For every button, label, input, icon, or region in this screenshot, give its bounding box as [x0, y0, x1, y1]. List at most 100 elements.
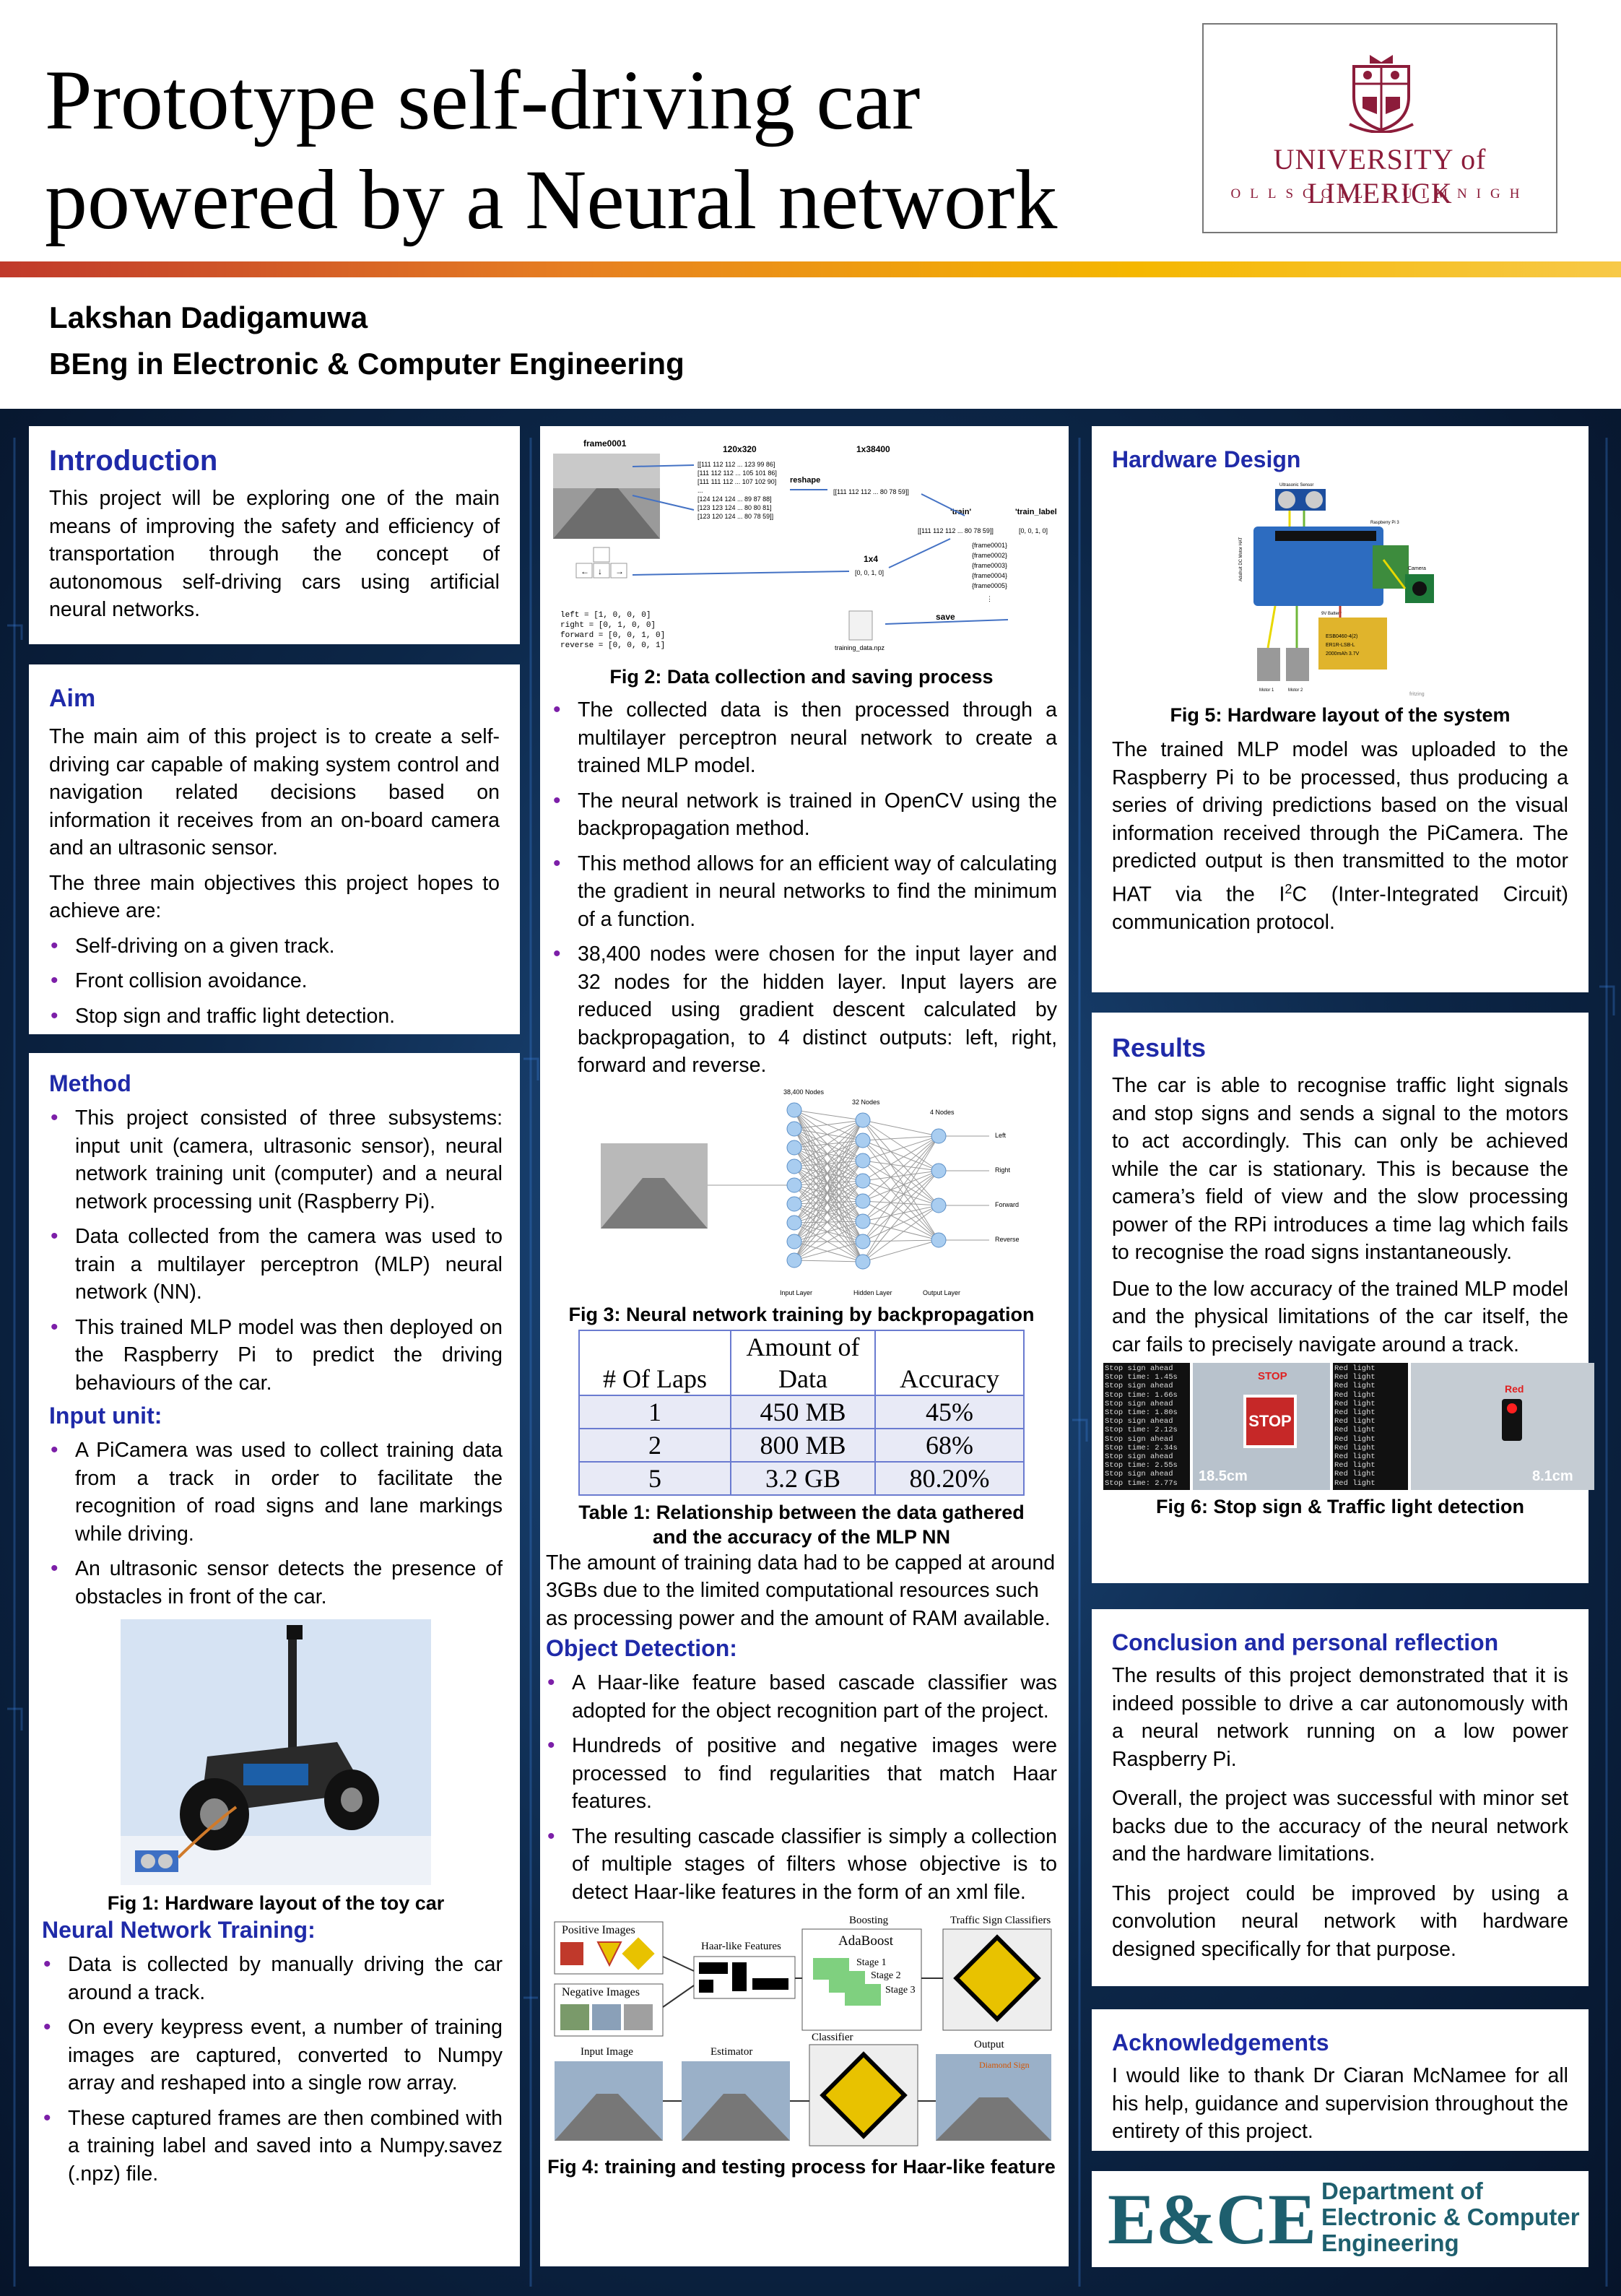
nn-connection: [794, 1203, 864, 1242]
acknowledgements-heading: Acknowledgements: [1112, 2029, 1329, 2055]
nn-connection: [794, 1119, 864, 1223]
nn-connection: [862, 1160, 939, 1205]
table-header: Accuracy: [874, 1329, 1025, 1396]
poster-header: Prototype self-driving car powered by a …: [0, 0, 1621, 261]
fig1-caption: Fig 1: Hardware layout of the toy car: [107, 1892, 445, 1914]
table-cell: 80.20%: [874, 1460, 1025, 1496]
nn-connection: [862, 1170, 939, 1181]
fig2-dims-c: 1x4: [864, 554, 878, 564]
nn-node: [855, 1213, 871, 1229]
fig2-save-label: save: [936, 612, 955, 622]
nn-node: [855, 1193, 871, 1208]
fig2-row-array: [[111 112 112 ... 80 78 59]]: [833, 488, 909, 495]
nn-connection: [862, 1200, 939, 1205]
fig2-matrix-row: ...: [697, 487, 703, 494]
fig2-reshape-label: reshape: [790, 476, 820, 485]
fig4-haar-process-diagram: Positive Images Negative Images Haar-lik…: [554, 1915, 1052, 2146]
fig4-negative-label: Negative Images: [562, 1986, 640, 1998]
list-item: A Haar-like feature based cascade classi…: [546, 1669, 1057, 1725]
raspberry-pi-icon: [1373, 545, 1409, 589]
nn-connection: [794, 1119, 864, 1242]
object-detection-list: A Haar-like feature based cascade classi…: [546, 1669, 1057, 1906]
aim-panel: Aim The main aim of this project is to c…: [29, 664, 520, 1034]
fig5-ultrasonic-label: Ultrasonic Sensor: [1279, 483, 1313, 488]
nn-connection: [794, 1119, 864, 1148]
fig4-arrows: [662, 1956, 943, 2102]
fig3-layer-label: Input Layer: [780, 1289, 812, 1296]
nn-node: [855, 1254, 871, 1269]
fig2-frame-label: frame0001: [583, 438, 627, 449]
nn-connection: [794, 1184, 864, 1262]
method-panel: Method This project consisted of three s…: [29, 1053, 520, 2266]
nn-node: [786, 1121, 802, 1136]
fig5-hat-label: Adafruit DC Motor HAT: [1239, 537, 1243, 581]
motor-2-icon: [1286, 648, 1309, 681]
results-text-2: Due to the low accuracy of the trained M…: [1112, 1277, 1568, 1356]
list-item: Front collision avoidance.: [49, 967, 500, 995]
nn-connection: [794, 1221, 864, 1260]
nn-connection: [794, 1160, 864, 1166]
fig4-classifier-label: Classifier: [812, 2032, 853, 2043]
fig2-label-vector: [0, 0, 1, 0]: [1019, 527, 1048, 534]
fig2-matrix-row: [[111 112 112 ... 123 99 86]: [697, 461, 775, 468]
fig3-hidden-nodes-label: 32 Nodes: [852, 1099, 880, 1106]
fig2-matrix-row: [111 112 112 ... 105 101 86]: [697, 469, 777, 477]
nn-node: [931, 1163, 947, 1178]
nn-connection: [862, 1135, 939, 1161]
nn-connection: [794, 1109, 864, 1262]
nn-connection: [794, 1128, 864, 1262]
fig5-caption: Fig 5: Hardware layout of the system: [1170, 704, 1511, 726]
nn-node: [786, 1252, 802, 1268]
classifier-sign-icon: [953, 1934, 1041, 2022]
data-accuracy-table: # Of Laps Amount of Data Accuracy 1 450 …: [578, 1329, 1025, 1496]
fig2-road: [553, 488, 660, 539]
nn-node: [931, 1128, 947, 1143]
table-header: Amount of Data: [730, 1329, 876, 1396]
acknowledgements-panel: Acknowledgements I would like to thank D…: [1092, 2009, 1589, 2151]
fig4-classifiers-label: Traffic Sign Classifiers: [950, 1915, 1051, 1926]
ece-mark: E&CE: [1108, 2179, 1316, 2259]
nn-connection: [862, 1119, 939, 1205]
nn-connection: [794, 1128, 864, 1181]
nn-connection: [794, 1147, 864, 1262]
nn-connection: [794, 1140, 864, 1185]
nn-connection: [794, 1109, 864, 1161]
fig2-vec-c: [0, 0, 1, 0]: [855, 569, 884, 576]
nn-node: [786, 1196, 802, 1211]
fig3-output-label: Right: [995, 1166, 1011, 1174]
header-stripe: [0, 261, 1621, 277]
list-item: Stop sign and traffic light detection.: [49, 1002, 500, 1031]
nn-connection: [794, 1200, 864, 1223]
author-name: Lakshan Dadigamuwa: [49, 300, 368, 334]
fig5-hardware-diagram: Ultrasonic Sensor Raspberry Pi 3 Adafrui…: [1239, 483, 1434, 697]
list-item: Self-driving on a given track.: [49, 932, 500, 961]
nn-connection: [794, 1180, 864, 1223]
list-item: This trained MLP model was then deployed…: [49, 1314, 503, 1398]
fig4-stage-label: Stage 3: [885, 1985, 916, 1996]
nn-connection: [794, 1140, 864, 1166]
motor-1-icon: [1257, 648, 1280, 681]
table-cell: 2: [578, 1427, 731, 1463]
nn-connection: [794, 1166, 864, 1221]
nn-connection: [794, 1109, 864, 1201]
table1-caption: Table 1: Relationship between the data g…: [578, 1501, 1025, 1548]
nn-connection: [794, 1184, 864, 1242]
mlp-list: The collected data is then processed thr…: [552, 696, 1057, 1080]
fig2-caption: Fig 2: Data collection and saving proces…: [609, 666, 994, 688]
nn-connection: [794, 1147, 864, 1161]
input-unit-list: A PiCamera was used to collect training …: [49, 1437, 503, 1611]
list-item: These captured frames are then combined …: [42, 2105, 503, 2188]
conclusion-heading: Conclusion and personal reflection: [1112, 1629, 1499, 1655]
table-row: 2 800 MB 68%: [578, 1427, 1025, 1463]
nn-connection: [794, 1128, 864, 1242]
fig2-matrix-row: [124 124 124 ... 89 87 88]: [697, 495, 772, 503]
fig4-stage-label: Stage 1: [856, 1957, 887, 1968]
nn-node: [786, 1102, 802, 1117]
fig4-caption: Fig 4: training and testing process for …: [547, 2156, 1056, 2178]
nn-connection: [794, 1166, 864, 1201]
list-item: This method allows for an efficient way …: [552, 850, 1057, 934]
training-data-cap-text: The amount of training data had to be ca…: [546, 1551, 1056, 1630]
author-band: Lakshan Dadigamuwa BEng in Electronic & …: [0, 277, 1621, 409]
nn-connection: [862, 1170, 939, 1242]
traffic-light-photo: Red 8.1cm: [1411, 1363, 1594, 1490]
